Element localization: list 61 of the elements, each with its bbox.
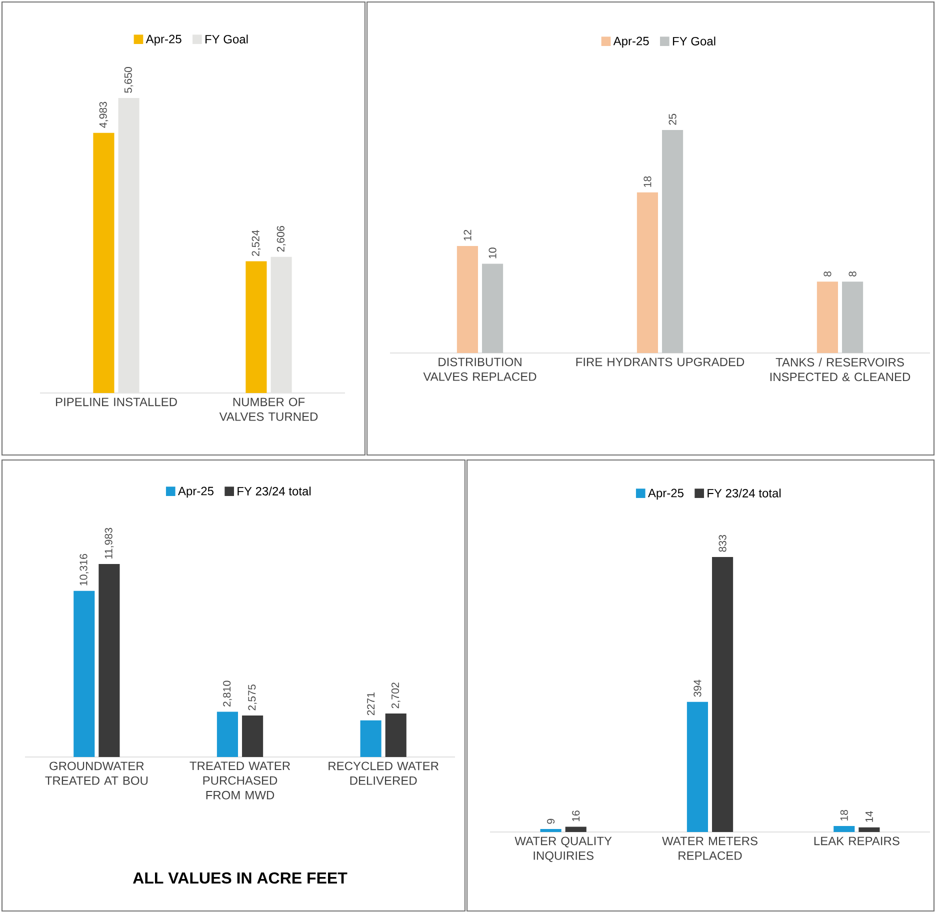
bar [712,556,734,832]
bar [834,826,855,832]
x-tick-label: TREATED WATER PURCHASED FROM MWD [190,762,290,800]
data-label: 16 [572,810,580,822]
legend-label: FY 23/24 total [238,486,311,496]
x-tick-label: NUMBER OF VALVES TURNED [219,398,318,421]
data-label: 10 [488,248,496,258]
data-label: 2,524 [252,230,261,256]
bar [686,702,708,832]
text: ALL VALUES IN ACRE FEET [132,872,348,884]
bar [216,712,238,757]
bar [456,246,478,353]
data-label: 833 [718,534,726,552]
x-tick-label: WATER QUALITY INQUIRIES [514,836,612,862]
data-label: 4,983 [99,102,108,128]
legend-label: FY Goal [672,36,716,46]
legend-label: Apr-25 [146,34,182,46]
x-tick-label: PIPELINE INSTALLED [56,398,177,406]
data-label: 2,702 [391,682,400,708]
data-label: 8 [824,271,832,276]
data-label: 12 [464,230,472,240]
data-label: 25 [668,114,676,125]
data-label: 5,650 [124,67,134,93]
data-label: 11,983 [104,528,114,558]
data-label: 9 [547,818,555,824]
data-label: 10,316 [80,554,89,586]
legend-label: Apr-25 [613,36,649,48]
bar [540,829,562,832]
legend-label: FY Goal [205,34,248,44]
data-label: 8 [848,271,856,276]
data-label: 18 [644,176,652,187]
x-tick-label: GROUNDWATER TREATED AT BOU [45,762,148,785]
data-label: 394 [694,680,702,697]
bar [858,827,880,832]
bar [246,261,267,393]
x-tick-label: LEAK REPAIRS [814,836,900,846]
legend-label: Apr-25 [648,488,684,500]
x-tick-label: RECYCLED WATER DELIVERED [328,762,438,785]
bar [565,826,586,832]
bar [98,564,120,757]
bar [242,716,264,757]
legend-label: FY 23/24 total [708,488,781,498]
bar [385,713,406,757]
data-label: 2271 [367,692,375,716]
data-label: 2,575 [248,684,257,710]
data-label: 18 [840,810,848,821]
bar [636,192,658,353]
data-label: 2,810 [223,680,232,706]
x-tick-label: WATER METERS REPLACED [662,836,758,860]
legend-label: Apr-25 [178,486,214,498]
bar [270,256,292,393]
bar [816,282,838,353]
bar [118,98,140,393]
x-tick-label: TANKS / RESERVOIRS INSPECTED & CLEANED [770,358,910,382]
bar [74,590,95,757]
x-tick-label: DISTRIBUTION VALVES REPLACED [423,358,536,381]
data-label: 14 [866,811,873,822]
bar [93,132,114,393]
data-label: 2,606 [276,226,286,252]
bar [360,720,382,757]
x-tick-label: FIRE HYDRANTS UPGRADED [576,358,744,366]
